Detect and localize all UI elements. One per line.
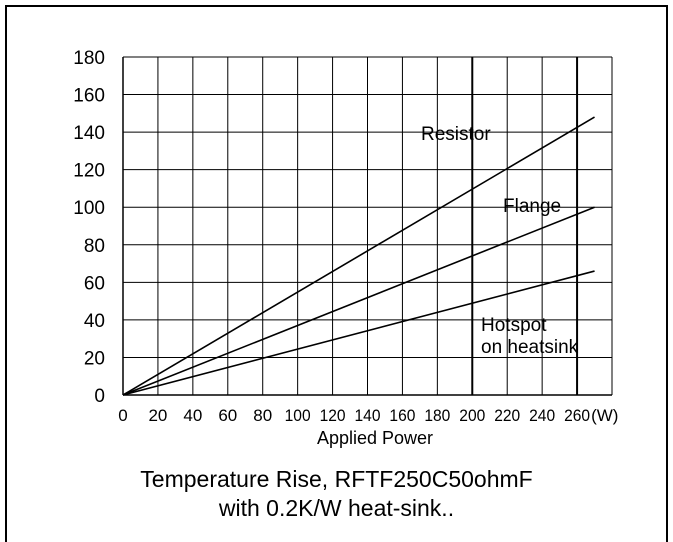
- x-tick-label: 80: [253, 406, 272, 425]
- x-tick-label: 260: [564, 406, 590, 425]
- x-tick-label: 240: [529, 406, 555, 425]
- series-line: [122, 206, 595, 396]
- series-label: Hotspot: [481, 315, 547, 336]
- x-tick-label: 60: [218, 406, 237, 425]
- x-tick-label: 100: [285, 406, 311, 425]
- x-unit-label: (W): [591, 406, 618, 425]
- figure-border: [5, 5, 668, 542]
- x-axis-title: Applied Power: [317, 428, 433, 448]
- y-tick-label: 120: [73, 161, 105, 182]
- y-tick-label: 180: [73, 48, 105, 69]
- y-tick-label: 100: [73, 198, 105, 219]
- y-tick-label: 140: [73, 123, 105, 144]
- x-tick-label: 220: [494, 406, 520, 425]
- y-tick-label: 20: [84, 348, 105, 369]
- x-tick-label: 180: [424, 406, 450, 425]
- y-tick-label: 80: [84, 236, 105, 257]
- y-tick-label: 0: [94, 386, 105, 407]
- y-tick-label: 40: [84, 311, 105, 332]
- y-tick-label: 60: [84, 273, 105, 294]
- series-line: [122, 270, 595, 396]
- x-tick-label: 40: [183, 406, 202, 425]
- x-tick-label: 140: [355, 406, 381, 425]
- series-line: [122, 116, 595, 396]
- series-label: on heatsink: [481, 337, 579, 358]
- chart-title-line-1: Temperature Rise, RFTF250C50ohmF: [140, 466, 533, 492]
- series-label: Flange: [503, 196, 561, 217]
- x-tick-label: 200: [459, 406, 485, 425]
- x-tick-label: 0: [118, 406, 127, 425]
- x-tick-label: 20: [148, 406, 167, 425]
- x-tick-label: 120: [320, 406, 346, 425]
- plot-area: 0 20 40 60 80 100 120 140 160 180 0 20 40 60 80 100 120 1…: [73, 48, 618, 448]
- x-tick-label: 160: [389, 406, 415, 425]
- chart-title-line-2: with 0.2K/W heat-sink..: [218, 495, 455, 521]
- series-label: Resistor: [421, 124, 491, 145]
- y-tick-label: 160: [73, 86, 105, 107]
